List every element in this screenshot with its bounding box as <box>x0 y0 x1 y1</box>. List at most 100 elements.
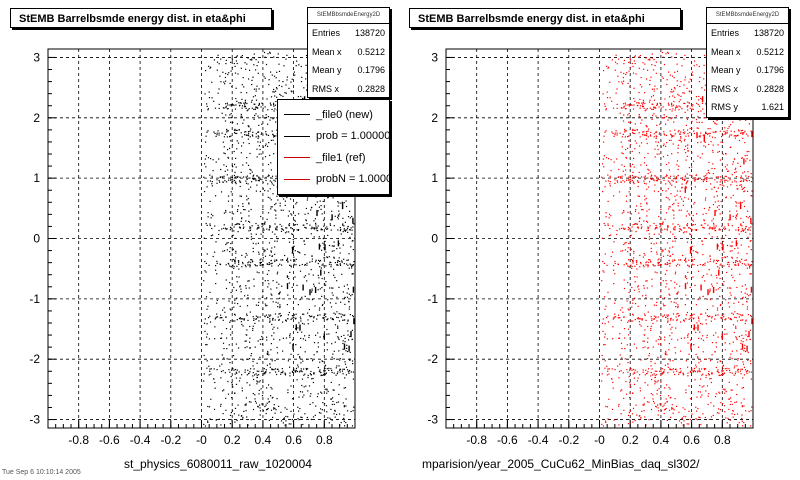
scatter-point <box>602 191 604 193</box>
scatter-point <box>619 228 621 230</box>
scatter-point <box>278 70 281 72</box>
scatter-point <box>276 129 278 131</box>
scatter-point <box>314 204 317 206</box>
scatter-point <box>260 258 262 260</box>
scatter-point <box>633 183 635 185</box>
scatter-point <box>655 242 657 244</box>
scatter-point <box>674 227 676 229</box>
scatter-point <box>710 320 712 322</box>
scatter-point <box>270 263 272 265</box>
scatter-point <box>728 368 730 370</box>
scatter-point <box>223 146 225 148</box>
scatter-point <box>660 381 662 383</box>
scatter-point <box>301 331 303 333</box>
scatter-point <box>282 422 284 424</box>
scatter-point <box>717 260 719 262</box>
scatter-point <box>694 379 696 381</box>
scatter-point <box>730 130 732 132</box>
scatter-point <box>276 225 278 228</box>
scatter-point <box>609 81 611 83</box>
scatter-point <box>218 88 220 90</box>
scatter-point <box>645 125 647 127</box>
scatter-point <box>294 250 296 252</box>
scatter-point <box>685 276 687 278</box>
scatter-point <box>690 239 692 241</box>
scatter-point <box>203 237 205 239</box>
scatter-point <box>264 221 266 223</box>
scatter-point <box>317 366 319 369</box>
scatter-point <box>209 200 211 202</box>
scatter-point <box>639 145 641 147</box>
scatter-streak <box>352 286 355 293</box>
scatter-point <box>278 318 280 321</box>
scatter-point <box>265 404 267 406</box>
scatter-point <box>291 214 293 216</box>
scatter-point <box>275 210 277 212</box>
scatter-point <box>654 380 656 382</box>
scatter-point <box>257 137 259 139</box>
scatter-point <box>713 228 715 230</box>
scatter-point <box>304 275 307 277</box>
scatter-point <box>265 369 267 371</box>
scatter-point <box>283 65 285 67</box>
scatter-point <box>746 308 748 310</box>
scatter-point <box>324 374 326 376</box>
scatter-point <box>273 110 275 112</box>
scatter-point <box>642 104 644 106</box>
scatter-point <box>308 334 310 336</box>
scatter-point <box>656 389 658 391</box>
scatter-point <box>251 171 253 173</box>
scatter-point <box>623 211 625 213</box>
scatter-point <box>625 149 627 151</box>
scatter-point <box>637 176 639 178</box>
scatter-point <box>620 390 622 392</box>
scatter-point <box>230 266 232 268</box>
scatter-point <box>274 204 276 206</box>
scatter-point <box>259 263 261 265</box>
scatter-point <box>675 107 677 109</box>
scatter-point <box>671 136 673 138</box>
scatter-point <box>668 343 670 345</box>
scatter-point <box>689 286 691 288</box>
scatter-point <box>266 248 268 250</box>
scatter-point <box>684 131 686 133</box>
scatter-point <box>306 262 308 264</box>
scatter-point <box>301 263 303 266</box>
scatter-point <box>644 199 646 201</box>
scatter-point <box>645 183 647 185</box>
scatter-point <box>250 186 252 188</box>
scatter-point <box>245 176 247 178</box>
scatter-point <box>632 392 634 394</box>
scatter-point <box>668 259 670 262</box>
scatter-point <box>631 226 633 228</box>
scatter-point <box>350 264 352 266</box>
scatter-point <box>225 227 227 229</box>
scatter-point <box>656 145 658 147</box>
scatter-point <box>301 322 304 325</box>
scatter-point <box>709 135 711 137</box>
scatter-point <box>339 358 341 360</box>
scatter-point <box>257 224 259 226</box>
scatter-point <box>274 368 276 370</box>
scatter-point <box>724 181 726 183</box>
scatter-point <box>654 376 656 379</box>
scatter-point <box>327 299 329 301</box>
scatter-point <box>728 408 730 410</box>
scatter-point <box>323 370 325 372</box>
scatter-point <box>273 75 276 77</box>
scatter-point <box>731 268 733 270</box>
scatter-point <box>669 108 671 111</box>
scatter-point <box>264 280 266 282</box>
scatter-point <box>343 314 345 317</box>
scatter-point <box>644 358 647 360</box>
scatter-point <box>641 209 643 211</box>
scatter-point <box>243 102 245 104</box>
scatter-point <box>293 368 295 370</box>
scatter-point <box>611 131 613 133</box>
scatter-point <box>636 102 638 104</box>
scatter-point <box>609 227 611 230</box>
scatter-point <box>276 227 278 229</box>
scatter-point <box>715 225 717 227</box>
scatter-point <box>722 367 724 369</box>
scatter-point <box>686 210 688 212</box>
